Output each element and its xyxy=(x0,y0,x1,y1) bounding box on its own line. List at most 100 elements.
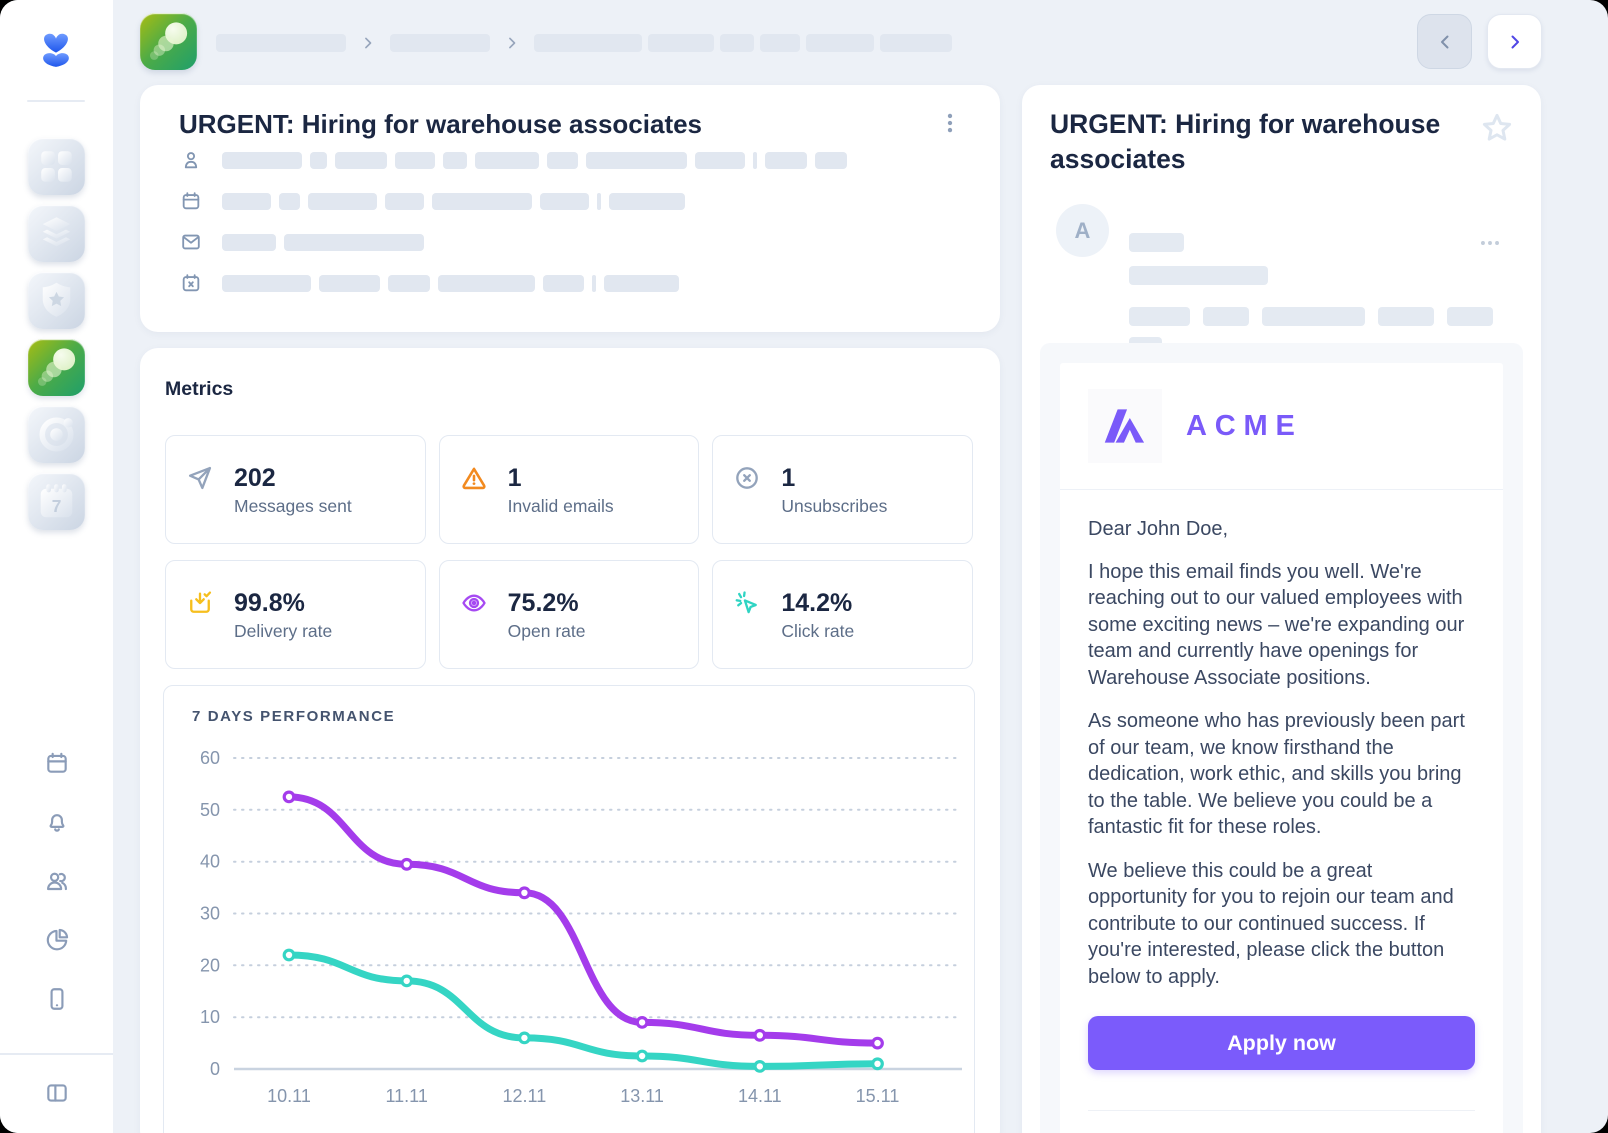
breadcrumb-app-icon[interactable] xyxy=(140,13,197,70)
sidebar-calendar-icon[interactable] xyxy=(44,750,70,776)
breadcrumb-skeleton-bar xyxy=(534,34,642,52)
svg-text:11.11: 11.11 xyxy=(386,1086,428,1106)
campaign-info-row xyxy=(180,231,847,253)
chart-title: 7 DAYS PERFORMANCE xyxy=(192,708,396,725)
sidebar-app-grid-icon[interactable] xyxy=(28,138,85,195)
skeleton-bar xyxy=(443,151,467,169)
sidebar-app-layers-icon[interactable] xyxy=(28,205,85,262)
skeleton-bar xyxy=(395,151,435,169)
sidebar: 7 xyxy=(0,0,113,1133)
sidebar-app-calendar7-icon[interactable]: 7 xyxy=(28,473,85,530)
sidebar-app-list: 7 xyxy=(28,138,85,530)
svg-text:7: 7 xyxy=(52,496,62,516)
metric-value: 99.8% xyxy=(234,588,305,617)
back-button[interactable] xyxy=(1417,14,1472,69)
sidebar-mobile-icon[interactable] xyxy=(44,986,70,1012)
svg-text:14.11: 14.11 xyxy=(738,1086,782,1106)
sidebar-users-icon[interactable] xyxy=(44,868,70,894)
favorite-star-icon[interactable] xyxy=(1479,110,1515,146)
skeleton-bar xyxy=(438,274,535,292)
skeleton-bar xyxy=(335,151,387,169)
metric-value: 75.2% xyxy=(507,588,579,617)
svg-text:12.11: 12.11 xyxy=(503,1086,547,1106)
metric-card-open-rate: 75.2% Open rate xyxy=(438,560,700,669)
chevron-right-icon xyxy=(358,33,378,53)
sidebar-footer xyxy=(0,1053,113,1106)
performance-chart-panel: 0 10 20 30 40 50 60 10.11 11.11 12.11 13.11 14.11 15… xyxy=(163,685,975,1133)
metric-card-unsubscribes: 1 Unsubscribes xyxy=(712,435,973,544)
skeleton-bar xyxy=(695,151,745,169)
sidebar-pie-chart-icon[interactable] xyxy=(44,927,70,953)
breadcrumb xyxy=(216,33,952,53)
skeleton-bar xyxy=(592,274,596,292)
skeleton-bar xyxy=(815,151,847,169)
skeleton-bar xyxy=(540,192,589,210)
skeleton-bar xyxy=(547,151,578,169)
line-chart: 0 10 20 30 40 50 60 10.11 11.11 12.11 13.11 14.11 15… xyxy=(164,686,976,1133)
svg-text:15.11: 15.11 xyxy=(856,1086,900,1106)
alert-triangle-icon xyxy=(460,464,488,492)
collapse-sidebar-button[interactable] xyxy=(44,1080,70,1106)
svg-text:60: 60 xyxy=(200,748,220,768)
sidebar-bell-icon[interactable] xyxy=(44,809,70,835)
skeleton-bar xyxy=(388,274,430,292)
email-paragraph: I hope this email finds you well. We're … xyxy=(1088,560,1465,689)
inbox-check-icon xyxy=(186,589,214,617)
skeleton-bar xyxy=(1203,307,1249,326)
svg-text:10: 10 xyxy=(200,1007,220,1027)
skeleton-bar xyxy=(432,192,532,210)
skeleton-bar xyxy=(222,233,276,251)
metric-label: Messages sent xyxy=(234,495,352,516)
sidebar-app-comet-icon-active[interactable] xyxy=(28,339,85,396)
forward-button[interactable] xyxy=(1487,14,1542,69)
campaign-info-rows xyxy=(180,149,847,294)
skeleton-bar xyxy=(604,274,679,292)
skeleton-bar xyxy=(308,192,377,210)
sidebar-app-target-icon[interactable] xyxy=(28,406,85,463)
skeleton-bar xyxy=(222,274,311,292)
apply-now-button[interactable]: Apply now xyxy=(1088,1016,1475,1070)
sidebar-divider xyxy=(27,100,85,102)
metric-card-messages-sent: 202 Messages sent xyxy=(165,435,426,544)
metrics-card: Metrics 202 Messages sent 1 Invalid emails 1… xyxy=(140,348,1000,1133)
svg-text:0: 0 xyxy=(210,1059,220,1079)
metric-value: 202 xyxy=(234,463,276,492)
campaign-info-row xyxy=(180,190,847,212)
send-icon xyxy=(186,464,214,492)
breadcrumb-skeleton-bar xyxy=(880,34,952,52)
skeleton-bar xyxy=(279,192,300,210)
skeleton-bar xyxy=(1447,307,1493,326)
metric-label: Click rate xyxy=(781,620,855,641)
skeleton-bar xyxy=(753,151,757,169)
breadcrumb-skeleton-bar xyxy=(806,34,874,52)
metric-card-click-rate: 14.2% Click rate xyxy=(712,560,973,669)
breadcrumb-skeleton-bar xyxy=(216,34,346,52)
metric-card-invalid-emails: 1 Invalid emails xyxy=(438,435,700,544)
metric-card-delivery-rate: 99.8% Delivery rate xyxy=(165,560,426,669)
email-body: Dear John Doe, I hope this email finds y… xyxy=(1060,490,1503,1070)
acme-logo-icon xyxy=(1088,389,1162,463)
sender-menu-button[interactable] xyxy=(1477,230,1503,256)
email-paragraphs: I hope this email finds you well. We're … xyxy=(1088,559,1475,991)
skeleton-bar xyxy=(222,192,271,210)
email-preview-area: ACME Dear John Doe, I hope this email fi… xyxy=(1040,343,1523,1133)
sender-skeleton xyxy=(1129,233,1493,356)
metric-grid: 202 Messages sent 1 Invalid emails 1 Unsubscr… xyxy=(165,435,973,669)
calendar-x-icon xyxy=(180,272,202,294)
skeleton-bar xyxy=(1129,266,1268,285)
email-paragraph: We believe this could be a great opportu… xyxy=(1088,859,1454,988)
svg-text:20: 20 xyxy=(200,955,220,975)
app-logo-icon[interactable] xyxy=(33,28,79,74)
avatar: A xyxy=(1056,204,1109,257)
email-card: ACME Dear John Doe, I hope this email fi… xyxy=(1060,363,1503,1133)
skeleton-bar xyxy=(284,233,424,251)
email-paragraph: As someone who has previously been part … xyxy=(1088,710,1465,838)
metric-label: Delivery rate xyxy=(234,620,333,641)
skeleton-bar xyxy=(222,151,302,169)
sidebar-app-shield-icon[interactable] xyxy=(28,272,85,329)
preview-title: URGENT: Hiring for warehouse associates xyxy=(1050,109,1441,174)
breadcrumb-skeleton-bar xyxy=(720,34,754,52)
campaign-menu-button[interactable] xyxy=(935,107,965,141)
svg-text:13.11: 13.11 xyxy=(620,1086,664,1106)
email-greeting: Dear John Doe, xyxy=(1088,518,1229,540)
